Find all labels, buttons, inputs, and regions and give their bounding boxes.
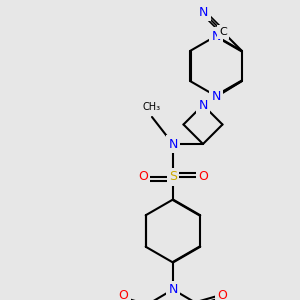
Text: C: C [219, 27, 227, 37]
Text: O: O [198, 170, 208, 184]
Text: O: O [138, 170, 148, 184]
Text: N: N [211, 29, 221, 43]
Text: N: N [199, 6, 208, 19]
Text: S: S [169, 170, 177, 184]
Text: N: N [211, 89, 221, 103]
Text: CH₃: CH₃ [143, 103, 161, 112]
Text: O: O [118, 289, 128, 300]
Text: N: N [168, 283, 178, 296]
Text: N: N [198, 98, 208, 112]
Text: N: N [168, 137, 178, 151]
Text: O: O [218, 289, 227, 300]
